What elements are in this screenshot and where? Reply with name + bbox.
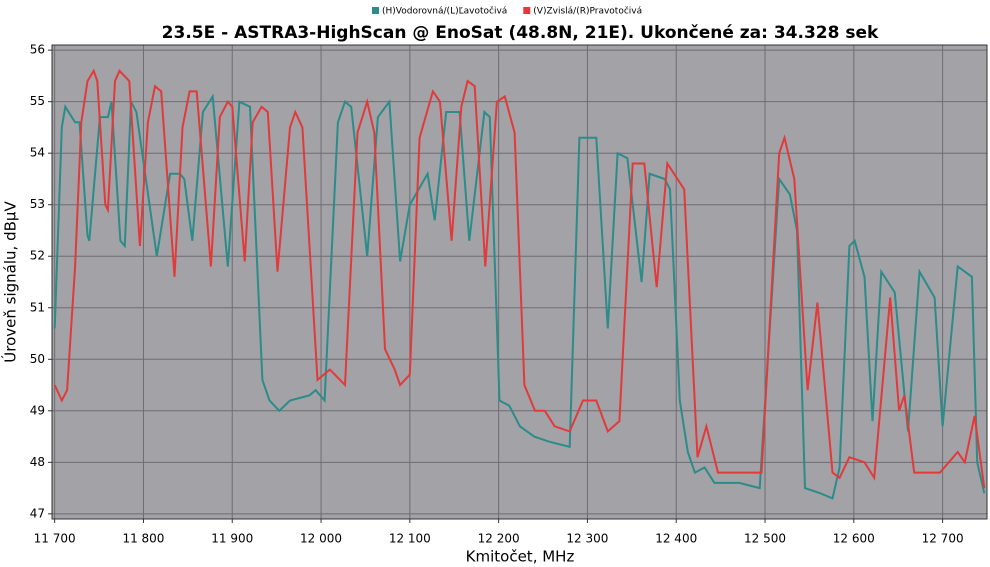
- x-axis-label: Kmitočet, MHz: [466, 548, 575, 566]
- y-tick-label: 48: [30, 455, 45, 469]
- y-tick-label: 49: [30, 403, 45, 417]
- legend-swatch: [372, 7, 379, 14]
- x-tick-label: 12 400: [655, 532, 697, 546]
- y-tick-label: 53: [30, 197, 45, 211]
- y-tick-label: 54: [30, 146, 45, 160]
- legend-label: (V)Zvislá/(R)Pravotočivá: [533, 6, 642, 17]
- x-tick-label: 12 200: [478, 532, 520, 546]
- y-tick-label: 47: [30, 506, 45, 520]
- y-tick-label: 50: [30, 352, 45, 366]
- x-tick-label: 11 700: [34, 532, 76, 546]
- x-tick-label: 12 000: [300, 532, 342, 546]
- x-tick-label: 12 600: [833, 532, 875, 546]
- x-tick-label: 12 100: [389, 532, 431, 546]
- legend-swatch: [523, 7, 531, 14]
- y-tick-label: 52: [30, 249, 45, 263]
- x-tick-label: 12 300: [566, 532, 608, 546]
- x-tick-label: 12 500: [744, 532, 786, 546]
- x-tick-label: 11 900: [211, 532, 253, 546]
- series-line: [53, 68, 986, 489]
- y-tick-label: 51: [30, 300, 45, 314]
- y-axis-label: Úroveň signálu, dBµV: [1, 201, 20, 363]
- y-tick-label: 55: [30, 94, 45, 108]
- series-line: [53, 93, 986, 500]
- y-tick-label: 56: [30, 43, 45, 57]
- x-tick-label: 12 700: [922, 532, 964, 546]
- plot-border: [51, 44, 988, 520]
- x-tick-label: 11 800: [122, 532, 164, 546]
- legend-label: (H)Vodorovná/(L)Ľavotočivá: [382, 6, 507, 17]
- chart-title: 23.5E - ASTRA3-HighScan @ EnoSat (48.8N,…: [162, 23, 879, 43]
